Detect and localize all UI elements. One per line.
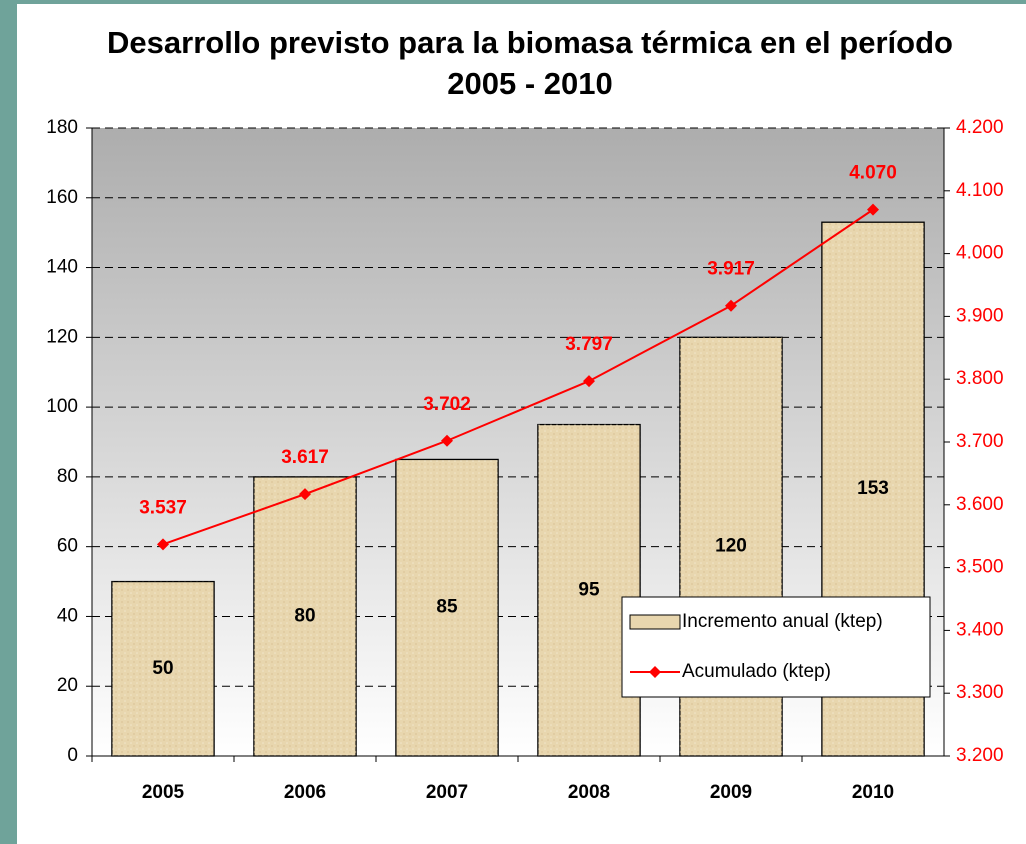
line: [162, 208, 874, 546]
y2-tick-label: 3.300: [956, 682, 1004, 703]
x-tick-label: 2007: [426, 782, 468, 803]
y-tick-label: 120: [46, 326, 78, 347]
line-marker: [157, 538, 169, 551]
bar-value-label: 153: [857, 478, 889, 499]
y-tick-label: 140: [46, 257, 78, 278]
x-tick-label: 2008: [568, 782, 610, 803]
x-tick-label: 2009: [710, 782, 752, 803]
line-value-label: 3.702: [423, 394, 471, 415]
y-tick-label: 180: [46, 117, 78, 138]
bar-texture: [253, 476, 357, 756]
y-tick-label: 0: [67, 745, 78, 766]
chart-title: Desarrollo previsto para la biomasa térm…: [107, 25, 953, 101]
x-tick-label: 2010: [852, 782, 894, 803]
y2-tick-label: 3.600: [956, 494, 1004, 515]
line-marker: [441, 434, 453, 447]
y-tick-label: 20: [57, 675, 78, 696]
line-value-label: 3.797: [565, 334, 613, 355]
bar-texture: [537, 424, 641, 756]
y-tick-label: 60: [57, 536, 78, 557]
legend-swatch: [629, 614, 681, 630]
x-tick-label: 2005: [142, 782, 185, 803]
y2-tick-label: 3.500: [956, 557, 1004, 578]
legend-marker: [649, 666, 661, 678]
bar-value-label: 80: [294, 605, 315, 626]
line-value-label: 3.537: [139, 497, 187, 518]
legend-label: Incremento anual (ktep): [682, 611, 883, 632]
line-value-label: 3.917: [707, 259, 755, 280]
line-marker: [725, 299, 737, 312]
line-marker: [583, 375, 595, 388]
y2-tick-label: 4.000: [956, 243, 1004, 264]
bar-value-label: 120: [715, 536, 747, 557]
y2-tick-label: 3.200: [956, 745, 1004, 766]
y2-tick-label: 3.900: [956, 305, 1004, 326]
y2-tick-label: 3.800: [956, 368, 1004, 389]
y2-tick-label: 3.400: [956, 619, 1004, 640]
y-tick-label: 40: [57, 605, 78, 626]
line-marker: [299, 488, 311, 501]
line-marker: [867, 203, 879, 216]
x-tick-label: 2006: [284, 782, 326, 803]
legend-label: Acumulado (ktep): [682, 661, 831, 682]
y2-tick-label: 3.700: [956, 431, 1004, 452]
bar-value-label: 50: [152, 658, 173, 679]
bar-texture: [395, 459, 499, 756]
legend-box: [621, 596, 931, 698]
bar-texture: [111, 581, 215, 756]
bar-value-label: 85: [436, 597, 458, 618]
y-tick-label: 80: [57, 466, 78, 487]
y-tick-label: 100: [46, 396, 78, 417]
y2-tick-label: 4.200: [956, 117, 1004, 138]
line-value-label: 4.070: [849, 163, 897, 184]
line-value-label: 3.617: [281, 447, 329, 468]
legend: Incremento anual (ktep) Acumulado (ktep): [621, 596, 931, 698]
y2-tick-label: 4.100: [956, 180, 1004, 201]
bar-value-label: 95: [578, 579, 600, 600]
y-tick-label: 160: [46, 187, 78, 208]
